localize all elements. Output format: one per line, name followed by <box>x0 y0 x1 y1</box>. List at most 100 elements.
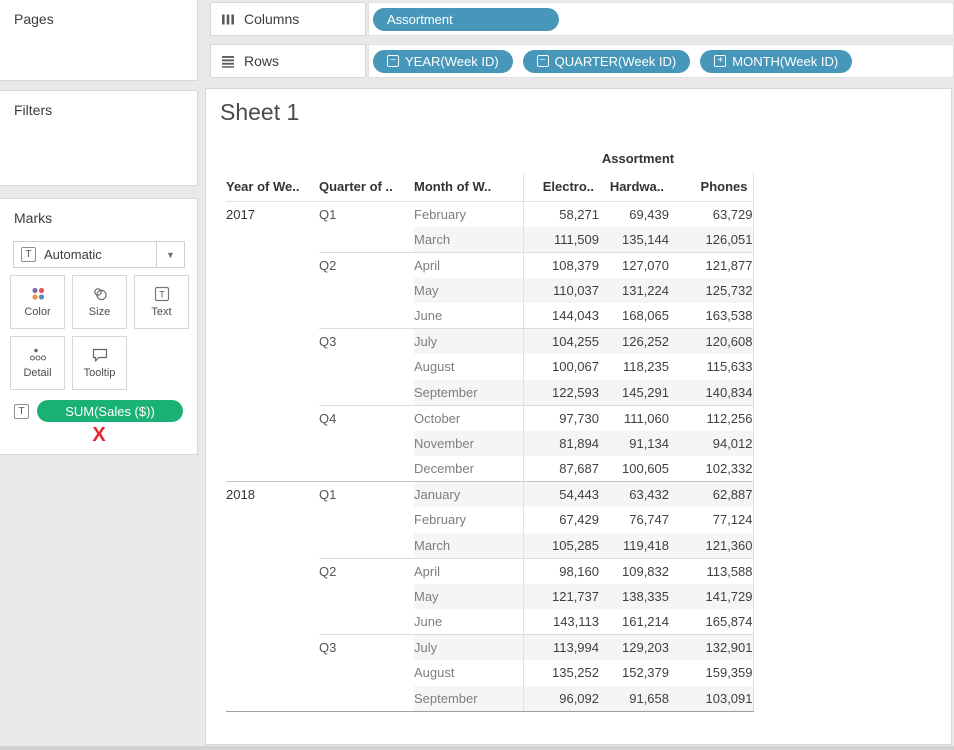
columns-shelf[interactable]: Assortment <box>368 2 954 36</box>
value-cell[interactable]: 138,335 <box>599 583 669 609</box>
value-cell[interactable]: 105,285 <box>522 532 599 558</box>
value-cell[interactable]: 62,887 <box>669 481 754 507</box>
detail-button[interactable]: Detail <box>10 336 65 390</box>
value-cell[interactable]: 143,113 <box>522 609 599 635</box>
text-button[interactable]: T Text <box>134 275 189 329</box>
value-cell[interactable]: 112,256 <box>669 404 754 431</box>
collapse-icon[interactable]: − <box>387 55 399 67</box>
value-cell[interactable]: 110,037 <box>522 277 599 303</box>
month-cell[interactable]: October <box>414 404 523 431</box>
value-cell[interactable]: 58,271 <box>522 200 599 227</box>
value-cell[interactable]: 145,291 <box>599 379 669 405</box>
value-cell[interactable]: 96,092 <box>522 685 599 712</box>
field-pill[interactable]: + MONTH(Week ID) <box>700 49 853 73</box>
month-cell[interactable]: May <box>414 277 523 303</box>
value-cell[interactable]: 135,144 <box>599 226 669 252</box>
value-cell[interactable]: 119,418 <box>599 532 669 558</box>
value-cell[interactable]: 118,235 <box>622 359 669 375</box>
value-cell[interactable]: 121,877 <box>669 251 754 278</box>
value-cell[interactable]: 97,730 <box>522 404 599 431</box>
expand-icon[interactable]: + <box>714 55 727 67</box>
value-cell[interactable]: 115,633 <box>669 354 754 380</box>
value-cell[interactable]: 140,834 <box>669 379 754 405</box>
value-cell[interactable]: 125,732 <box>669 277 754 303</box>
column-header[interactable]: Quarter of .. <box>319 179 393 195</box>
value-cell[interactable]: 121,360 <box>669 532 754 558</box>
value-cell[interactable]: 111,060 <box>599 404 669 431</box>
month-cell[interactable]: February <box>414 200 523 227</box>
value-cell[interactable]: 113,588 <box>669 557 754 584</box>
value-cell[interactable]: 103,091 <box>669 685 754 712</box>
year-cell[interactable]: 2018 <box>226 481 319 507</box>
month-cell[interactable]: April <box>414 557 523 584</box>
quarter-cell[interactable]: Q3 <box>319 328 414 354</box>
value-cell[interactable]: 135,252 <box>522 660 599 686</box>
month-cell[interactable]: September <box>414 685 523 712</box>
value-cell[interactable]: 100,605 <box>622 461 669 476</box>
field-pill[interactable]: − YEAR(Week ID) <box>373 49 513 73</box>
chevron-down-icon[interactable]: ▼ <box>156 242 184 267</box>
value-cell[interactable]: 141,729 <box>669 583 754 609</box>
value-cell[interactable]: 98,160 <box>522 557 599 584</box>
value-cell[interactable]: 81,894 <box>522 430 599 456</box>
month-cell[interactable]: September <box>414 379 523 405</box>
size-button[interactable]: Size <box>72 275 127 329</box>
value-cell[interactable]: 161,214 <box>622 614 669 629</box>
value-cell[interactable]: 76,747 <box>629 512 669 528</box>
value-cell[interactable]: 67,429 <box>522 507 599 533</box>
value-cell[interactable]: 104,255 <box>522 328 599 354</box>
value-cell[interactable]: 159,359 <box>669 660 754 686</box>
month-cell[interactable]: June <box>414 614 443 629</box>
collapse-icon[interactable]: − <box>536 55 549 67</box>
value-cell[interactable]: 129,203 <box>599 634 669 660</box>
column-header[interactable]: Phones <box>669 173 754 201</box>
value-cell[interactable]: 165,874 <box>669 609 754 635</box>
value-cell[interactable]: 126,051 <box>669 226 754 252</box>
value-cell[interactable]: 126,252 <box>599 328 669 354</box>
quarter-cell[interactable]: Q4 <box>319 404 414 431</box>
value-cell[interactable]: 144,043 <box>522 303 599 329</box>
filters-shelf[interactable]: Filters <box>0 90 198 186</box>
value-cell[interactable]: 91,658 <box>599 685 669 712</box>
value-cell[interactable]: 63,729 <box>669 200 754 227</box>
value-cell[interactable]: 109,832 <box>599 557 669 584</box>
month-cell[interactable]: December <box>414 461 474 476</box>
value-cell[interactable]: 108,379 <box>522 251 599 278</box>
value-cell[interactable]: 120,608 <box>669 328 754 354</box>
month-cell[interactable]: June <box>414 308 443 323</box>
column-header[interactable]: Year of We.. <box>226 179 300 195</box>
month-cell[interactable]: July <box>414 634 523 660</box>
quarter-cell[interactable]: Q3 <box>319 634 414 660</box>
value-cell[interactable]: 127,070 <box>599 251 669 278</box>
value-cell[interactable]: 100,067 <box>522 354 599 380</box>
value-cell[interactable]: 121,737 <box>522 583 599 609</box>
value-cell[interactable]: 63,432 <box>599 481 669 507</box>
value-cell[interactable]: 132,901 <box>669 634 754 660</box>
tooltip-button[interactable]: Tooltip <box>72 336 127 390</box>
value-cell[interactable]: 102,332 <box>669 456 754 482</box>
quarter-cell[interactable]: Q1 <box>319 200 414 227</box>
mark-type-dropdown[interactable]: T Automatic ▼ <box>13 241 185 268</box>
value-cell[interactable]: 131,224 <box>599 277 669 303</box>
year-cell[interactable]: 2017 <box>226 200 319 227</box>
month-cell[interactable]: March <box>414 532 523 558</box>
quarter-cell[interactable]: Q2 <box>319 557 414 584</box>
value-cell[interactable]: 168,065 <box>622 308 669 323</box>
month-cell[interactable]: August <box>414 665 455 681</box>
month-cell[interactable]: November <box>414 430 523 456</box>
quarter-cell[interactable]: Q2 <box>319 251 414 278</box>
quarter-cell[interactable]: Q1 <box>319 481 414 507</box>
value-cell[interactable]: 163,538 <box>669 303 754 329</box>
value-cell[interactable]: 77,124 <box>669 507 754 533</box>
column-header[interactable]: Electro.. <box>522 173 599 201</box>
pages-shelf[interactable]: Pages <box>0 0 198 81</box>
month-cell[interactable]: April <box>414 251 523 278</box>
month-cell[interactable]: January <box>414 481 523 507</box>
month-cell[interactable]: August <box>414 359 455 375</box>
value-cell[interactable]: 54,443 <box>522 481 599 507</box>
value-cell[interactable]: 91,134 <box>599 430 669 456</box>
month-cell[interactable]: February <box>414 512 467 528</box>
month-cell[interactable]: May <box>414 583 523 609</box>
value-cell[interactable]: 111,509 <box>522 226 599 252</box>
rows-shelf[interactable]: − YEAR(Week ID) − QUARTER(Week ID) + MONTH(We… <box>368 44 954 78</box>
